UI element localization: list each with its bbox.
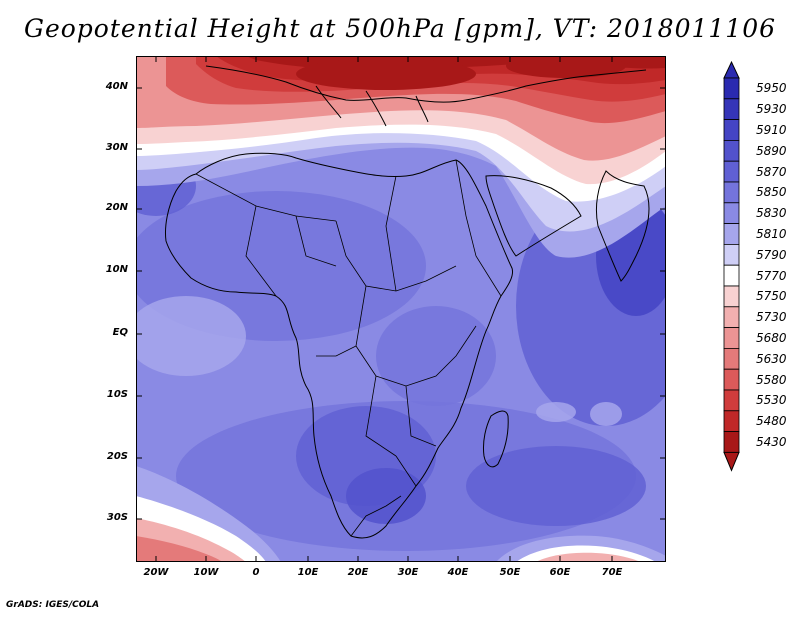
lon-label: 0 bbox=[252, 567, 260, 578]
coastline bbox=[485, 175, 582, 257]
colorbar-label: 5680 bbox=[756, 331, 787, 345]
coastline bbox=[165, 152, 514, 539]
country-border bbox=[350, 495, 402, 537]
height-contour-blob bbox=[590, 402, 622, 426]
colorbar-swatch bbox=[723, 181, 740, 204]
lat-label: 10N bbox=[105, 264, 128, 275]
colorbar-label: 5790 bbox=[756, 247, 787, 262]
country-border bbox=[335, 220, 457, 292]
coastline bbox=[315, 85, 429, 127]
height-contour-blob bbox=[136, 296, 246, 376]
map-canvas bbox=[136, 56, 666, 562]
colorbar-swatch bbox=[723, 119, 740, 141]
colorbar-label: 5870 bbox=[756, 164, 787, 179]
colorbar-label: 5770 bbox=[756, 268, 787, 283]
height-contour-blob bbox=[536, 402, 576, 422]
colorbar-label: 5850 bbox=[756, 185, 787, 200]
lat-label: EQ bbox=[112, 327, 128, 338]
country-border bbox=[195, 173, 337, 297]
lat-label: 20N bbox=[105, 202, 128, 213]
colorbar-label: 5830 bbox=[756, 206, 787, 221]
colorbar-label: 5750 bbox=[756, 289, 787, 304]
map-frame bbox=[136, 56, 666, 562]
lon-label: 10W bbox=[193, 567, 219, 578]
map-area bbox=[136, 56, 666, 562]
colorbar-swatch bbox=[723, 77, 740, 100]
colorbar-swatch bbox=[723, 285, 740, 308]
lon-label: 10E bbox=[297, 567, 319, 578]
lon-label: 20E bbox=[347, 567, 369, 578]
height-contour-north bbox=[296, 58, 476, 90]
height-contour-blob bbox=[376, 306, 496, 406]
lon-label: 70E bbox=[601, 567, 623, 578]
height-contour-north bbox=[506, 56, 626, 78]
lat-label: 10S bbox=[106, 389, 128, 400]
colorbar-swatch bbox=[723, 389, 740, 412]
colorbar-swatch bbox=[723, 160, 740, 183]
colorbar-label: 5730 bbox=[756, 310, 787, 325]
coastline bbox=[483, 410, 509, 468]
height-contour-blob bbox=[346, 468, 426, 524]
colorbar-label: 5580 bbox=[756, 372, 787, 387]
colorbar-label: 5910 bbox=[756, 123, 787, 137]
colorbar-swatch bbox=[723, 431, 740, 453]
lat-label: 30N bbox=[105, 142, 128, 153]
colorbar-swatch bbox=[723, 410, 740, 432]
coastline bbox=[205, 65, 647, 103]
lat-label: 40N bbox=[105, 81, 128, 92]
colorbar-arrow-top bbox=[723, 60, 740, 79]
colorbar-label: 5530 bbox=[756, 393, 787, 408]
lon-label: 60E bbox=[549, 567, 571, 578]
coastline bbox=[595, 170, 650, 282]
colorbar-swatch bbox=[723, 202, 740, 225]
lat-label: 30S bbox=[106, 512, 128, 523]
lon-label: 20W bbox=[143, 567, 169, 578]
colorbar-swatch bbox=[723, 347, 740, 370]
lon-label: 40E bbox=[447, 567, 469, 578]
country-border bbox=[365, 375, 417, 487]
map-title: Geopotential Height at 500hPa [gpm], VT:… bbox=[23, 14, 777, 43]
colorbar-label: 5890 bbox=[756, 143, 787, 158]
height-contour-south bbox=[536, 552, 641, 562]
credit-text: GrADS: IGES/COLA bbox=[6, 600, 100, 610]
lat-label: 20S bbox=[106, 451, 128, 462]
height-contour-south bbox=[136, 536, 222, 562]
colorbar-label: 5480 bbox=[756, 414, 787, 429]
colorbar-swatch bbox=[723, 139, 740, 162]
colorbar-arrow-bottom bbox=[723, 451, 740, 472]
colorbar-swatch bbox=[723, 243, 740, 266]
colorbar-label: 5930 bbox=[756, 102, 787, 117]
colorbar-swatch bbox=[723, 98, 740, 121]
colorbar-swatch bbox=[723, 327, 740, 349]
height-contour-blob bbox=[466, 446, 646, 526]
country-border bbox=[295, 175, 397, 292]
colorbar-label: 5950 bbox=[756, 81, 787, 96]
country-border bbox=[316, 345, 437, 447]
colorbar-swatch bbox=[723, 368, 740, 391]
colorbar-swatch bbox=[723, 223, 740, 245]
colorbar-label: 5430 bbox=[756, 435, 787, 449]
colorbar-swatch bbox=[723, 264, 740, 287]
country-border bbox=[455, 159, 502, 297]
colorbar-label: 5630 bbox=[756, 351, 787, 366]
colorbar-label: 5810 bbox=[756, 227, 787, 241]
lon-label: 50E bbox=[499, 567, 521, 578]
colorbar-swatch bbox=[723, 306, 740, 328]
lon-label: 30E bbox=[397, 567, 419, 578]
